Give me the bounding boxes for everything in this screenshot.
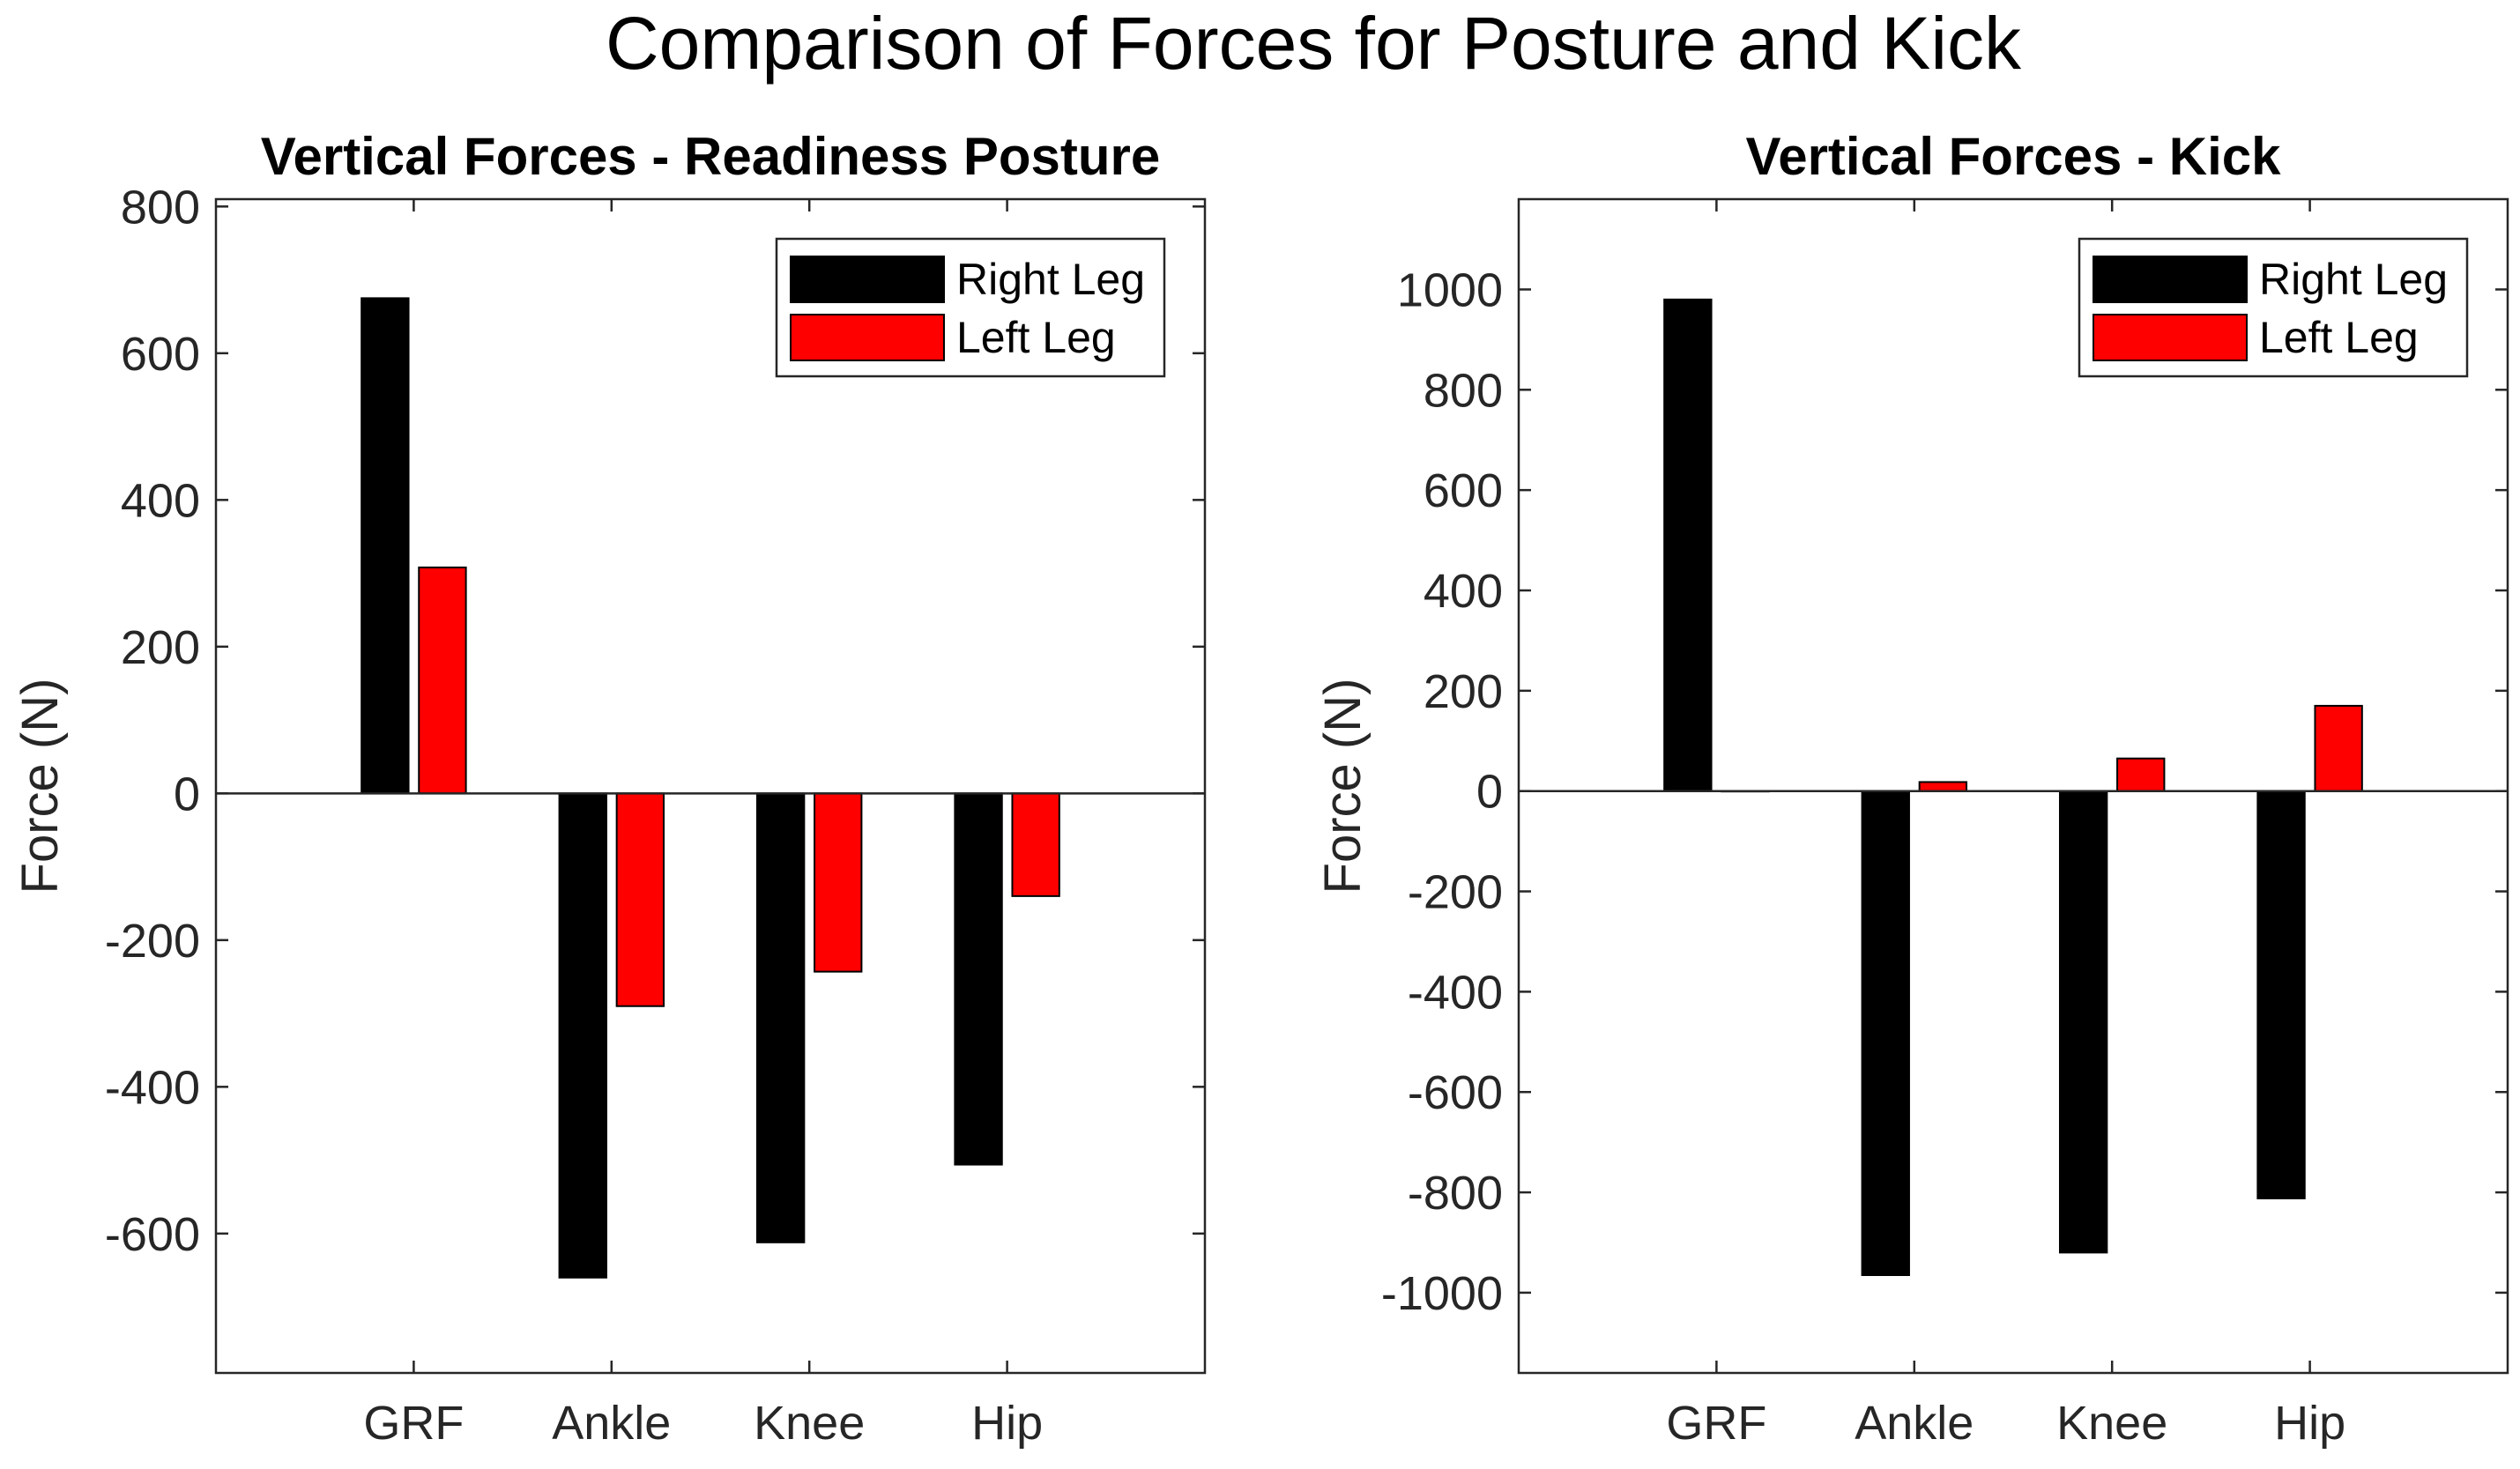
y-tick-label: 400 [1424,565,1503,618]
y-tick-label: 200 [1424,665,1503,718]
bar [1663,298,1713,792]
x-tick-label: GRF [1666,1397,1766,1450]
legend-swatch [2093,314,2248,361]
y-axis-label: Force (N) [11,679,69,894]
y-tick-label: 600 [1424,464,1503,517]
x-tick-label: Hip [971,1397,1043,1450]
y-tick-label: -600 [1408,1066,1503,1119]
y-tick-label: -1000 [1381,1267,1503,1320]
x-tick-label: GRF [363,1397,464,1450]
legend: Right Leg Left Leg [775,237,1166,378]
plot-area [214,197,1207,1375]
posture-chart: Vertical Forces - Readiness Posture Force… [11,127,1207,1450]
bar [558,792,607,1279]
y-tick-label: -400 [105,1061,200,1114]
legend-label: Left Leg [956,313,1116,362]
bar [418,566,467,795]
legend-swatch [790,314,945,361]
legend-swatch [790,256,945,303]
bar [2314,704,2363,792]
chart-title: Vertical Forces - Kick [1746,127,2282,186]
y-tick-label: -200 [105,915,200,968]
y-tick-label: 200 [121,621,200,674]
kick-chart: Vertical Forces - Kick Force (N) 1000 800 60… [1314,127,2509,1450]
y-tick-label: -800 [1408,1167,1503,1220]
figure-title: Comparison of Forces for Posture and Kic… [606,2,2022,85]
x-tick-label: Ankle [1855,1397,1974,1450]
y-tick-label: 1000 [1397,263,1503,316]
bar [1918,781,1968,792]
x-tick-label: Hip [2274,1397,2345,1450]
bar [2058,790,2108,1254]
y-tick-label: 400 [121,474,200,527]
bar [755,792,806,1243]
bar [361,297,410,795]
legend: Right Leg Left Leg [2078,237,2469,378]
bar [2256,790,2306,1199]
y-tick-label: 800 [1424,364,1503,417]
y-tick-label: -200 [1408,866,1503,919]
chart-title: Vertical Forces - Readiness Posture [261,127,1160,186]
bar [2116,757,2166,792]
y-tick-label: 800 [121,181,200,234]
x-tick-label: Knee [754,1397,865,1450]
legend-label: Right Leg [956,255,1145,304]
bar [615,792,665,1007]
x-tick-label: Ankle [552,1397,671,1450]
y-axis-label: Force (N) [1314,679,1372,894]
x-tick-label: Knee [2056,1397,2167,1450]
y-tick-label: 600 [121,328,200,381]
legend-swatch [2093,256,2248,303]
y-tick-label: -400 [1408,966,1503,1019]
y-tick-label: 0 [1476,766,1503,819]
bar [1011,792,1060,897]
y-tick-label: 0 [174,768,200,820]
legend-label: Right Leg [2259,255,2448,304]
bar [954,792,1003,1166]
bar [1861,790,1910,1276]
bar [814,792,863,973]
legend-label: Left Leg [2259,313,2419,362]
y-tick-label: -600 [105,1208,200,1261]
plot-area [1517,197,2509,1375]
